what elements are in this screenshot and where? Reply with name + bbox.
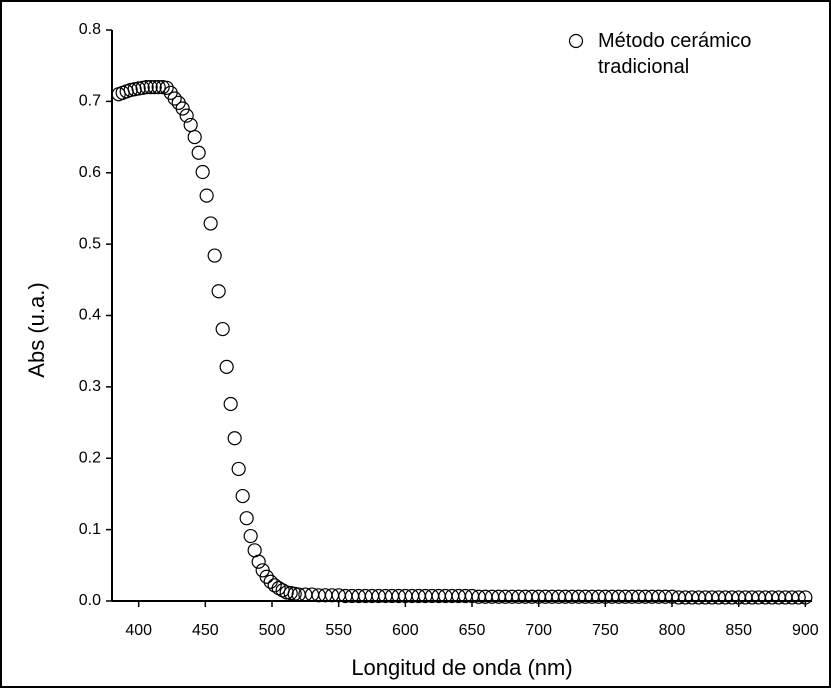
legend-marker (568, 33, 584, 49)
y-tick-label: 0.1 (79, 521, 101, 538)
data-point (235, 488, 250, 504)
x-tick-label: 700 (525, 622, 552, 639)
data-point (227, 431, 242, 446)
y-tick-label: 0.8 (79, 21, 101, 38)
data-point (159, 80, 174, 95)
x-tick-label: 400 (125, 622, 152, 639)
y-tick-label: 0.4 (79, 307, 101, 324)
data-point (215, 321, 230, 337)
x-tick-label: 450 (192, 622, 219, 639)
y-tick-label: 0.5 (79, 235, 101, 252)
x-tick-label: 500 (259, 622, 286, 639)
y-tick-label: 0.3 (79, 378, 101, 395)
data-point (187, 129, 202, 145)
data-point (191, 145, 206, 160)
data-point (143, 79, 158, 95)
data-point (211, 284, 226, 299)
x-tick-label: 550 (325, 622, 352, 639)
data-point (139, 79, 154, 95)
x-tick-label: 850 (725, 622, 752, 639)
data-point (219, 359, 234, 374)
y-tick-label: 0.0 (79, 592, 101, 609)
data-point (267, 578, 282, 593)
data-point (243, 528, 258, 544)
x-axis-title: Longitud de onda (nm) (351, 655, 572, 680)
data-point (203, 216, 218, 231)
y-tick-label: 0.7 (79, 93, 101, 110)
data-point (259, 569, 274, 584)
y-axis-title: Abs (u.a.) (24, 282, 49, 377)
data-point (791, 590, 806, 605)
data-point (223, 396, 238, 412)
x-tick-label: 600 (392, 622, 419, 639)
data-point (195, 164, 210, 180)
data-point (179, 108, 194, 123)
data-point (239, 511, 254, 526)
x-tick-label: 750 (592, 622, 619, 639)
data-point (207, 248, 222, 263)
x-tick-label: 650 (459, 622, 486, 639)
x-tick-label: 900 (792, 622, 819, 639)
data-point (251, 554, 266, 569)
data-point (175, 101, 190, 116)
data-point (147, 79, 162, 95)
y-tick-label: 0.2 (79, 449, 101, 466)
data-point (199, 188, 214, 203)
data-point (167, 91, 182, 106)
data-point (151, 79, 166, 95)
legend-label: Método cerámico tradicional (598, 30, 752, 78)
data-point (798, 590, 813, 605)
data-point (231, 461, 246, 477)
y-tick-label: 0.6 (79, 164, 101, 181)
x-tick-label: 800 (659, 622, 686, 639)
